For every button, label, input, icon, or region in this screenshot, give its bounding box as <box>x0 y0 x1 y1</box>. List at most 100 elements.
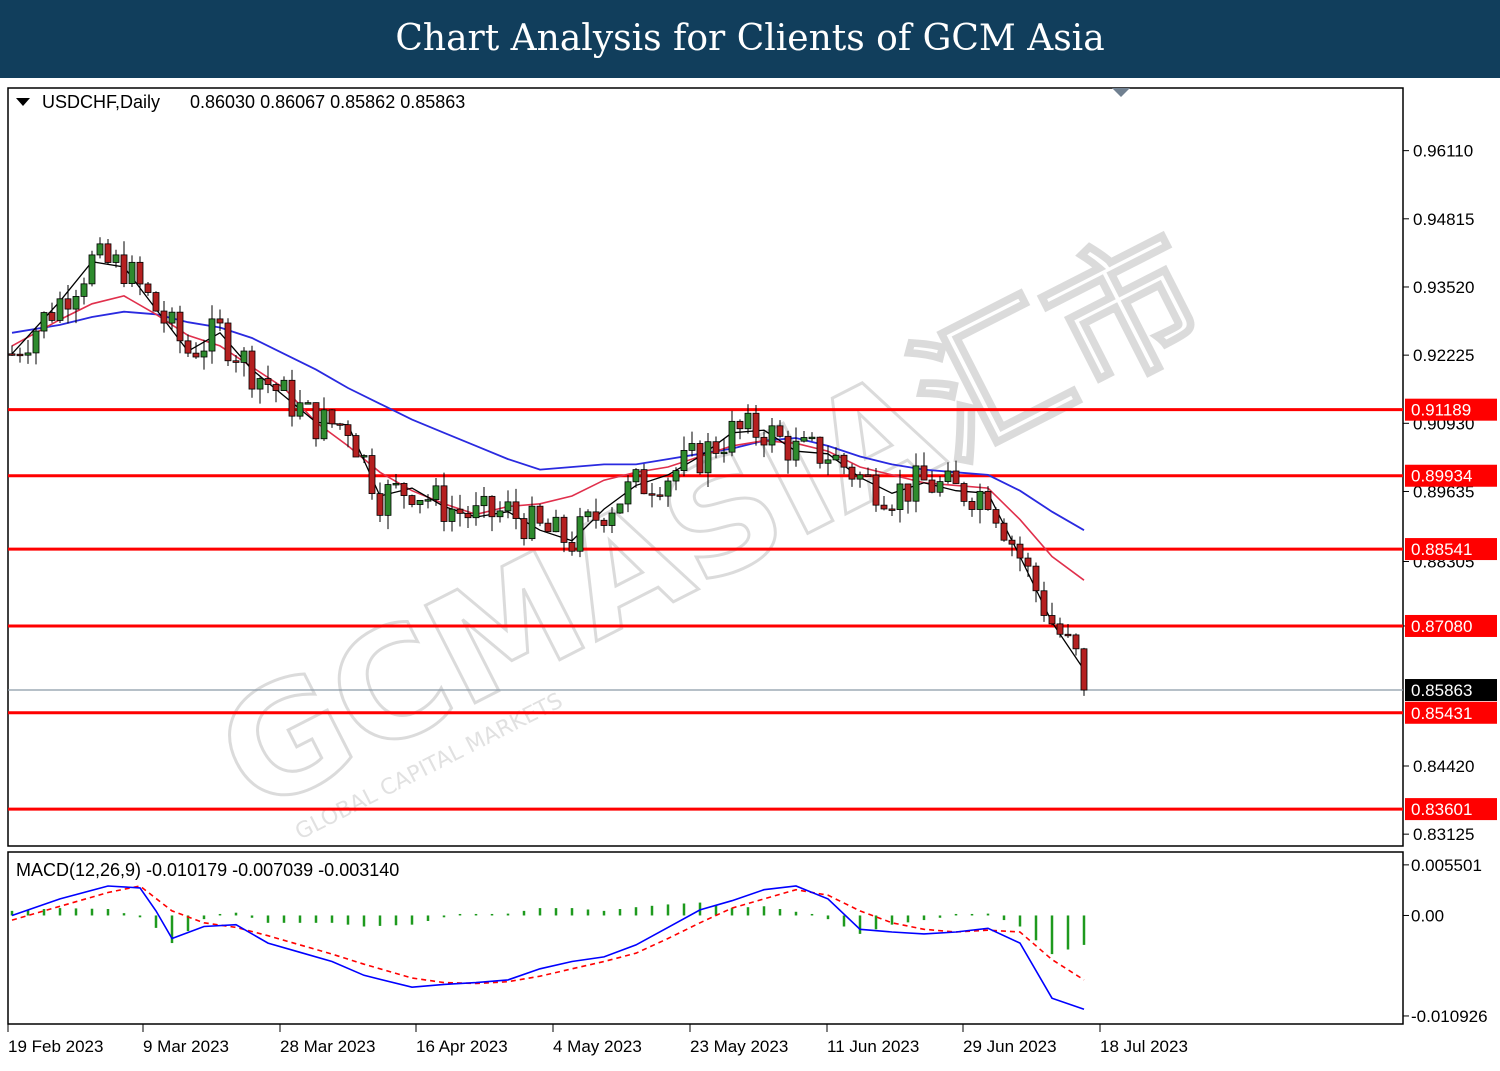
candle-bear <box>216 318 224 324</box>
current-price-label: 0.85863 <box>1411 681 1472 700</box>
candle-bull <box>720 451 728 455</box>
candle-bear <box>640 469 648 495</box>
candle-bull <box>912 465 920 502</box>
candle-bull <box>688 443 696 451</box>
time-tick-label: 19 Feb 2023 <box>8 1037 103 1056</box>
candle-bull <box>384 484 392 516</box>
candle-bull <box>88 254 96 285</box>
candle-bear <box>408 495 416 505</box>
price-axis: 0.961100.948150.935200.922250.909300.896… <box>1403 142 1474 844</box>
candle-bear <box>760 436 768 446</box>
candle-bull <box>832 454 840 461</box>
banner-title: Chart Analysis for Clients of GCM Asia <box>0 0 1500 78</box>
candle-bull <box>424 499 432 502</box>
candle-bear <box>992 509 1000 524</box>
candle-bear <box>288 379 296 417</box>
candle-bear <box>16 353 24 357</box>
candle-bull <box>304 402 312 405</box>
candle-bull <box>608 512 616 526</box>
candle-bear <box>784 435 792 461</box>
candle-bull <box>240 350 248 363</box>
symbol-label: USDCHF,Daily <box>42 92 160 112</box>
level-tag <box>1405 538 1497 561</box>
candle-bear <box>1072 634 1080 650</box>
candle-bear <box>960 483 968 502</box>
candle-bull <box>320 409 328 440</box>
candle-bear <box>560 516 568 543</box>
candle-bear <box>904 483 912 502</box>
candle-bear <box>464 512 472 519</box>
shift-marker-icon[interactable] <box>1112 88 1130 97</box>
candle-bull <box>504 501 512 512</box>
candle-bull <box>944 470 952 482</box>
candle-bear <box>1032 565 1040 592</box>
candle-bear <box>776 425 784 437</box>
candle-bear <box>920 465 928 481</box>
time-axis: 19 Feb 2023 9 Mar 2023 28 Mar 2023 16 Apr 2… <box>7 1024 1188 1056</box>
candle-bear <box>488 495 496 518</box>
candle-bull <box>256 378 264 390</box>
current-price-tag <box>1405 679 1497 702</box>
candle-bull <box>392 483 400 486</box>
candle-bear <box>648 493 656 496</box>
candle-bear <box>928 479 936 493</box>
candle-bear <box>64 298 72 310</box>
candle-bull <box>576 516 584 552</box>
candle-bull <box>32 330 40 354</box>
candle-bear <box>48 312 56 321</box>
candle-bull <box>360 455 368 458</box>
level-tag-label: 0.85431 <box>1411 704 1472 723</box>
level-tag-label: 0.91189 <box>1411 401 1471 420</box>
candle-bull <box>56 298 64 321</box>
candle-bull <box>768 425 776 446</box>
candle-bear <box>816 436 824 464</box>
level-tag <box>1405 701 1497 724</box>
candle-bull <box>936 481 944 493</box>
candle-bull <box>416 499 424 505</box>
candle-bear <box>152 292 160 312</box>
candle-bear <box>192 352 200 358</box>
candle-bull <box>200 350 208 358</box>
candle-bear <box>232 360 240 363</box>
candle-bear <box>184 340 192 354</box>
candle-bear <box>1024 557 1032 567</box>
candle-bear <box>872 474 880 506</box>
candle-bull <box>584 511 592 518</box>
candle-bull <box>976 490 984 510</box>
price-tick-label: 0.89635 <box>1413 482 1474 501</box>
macd-main-line <box>11 885 1085 1011</box>
candle-bull <box>528 505 536 540</box>
candle-bear <box>544 522 552 533</box>
candle-bear <box>568 542 576 552</box>
candle-bear <box>712 441 720 454</box>
candle-bear <box>368 455 376 495</box>
candle-bear <box>120 254 128 284</box>
candle-bull <box>824 459 832 464</box>
candle-bull <box>728 420 736 453</box>
level-tag-label: 0.89934 <box>1411 467 1472 486</box>
candle-bear <box>1000 522 1008 541</box>
candle-bull <box>80 283 88 297</box>
candle-bear <box>512 501 520 519</box>
candle-bear <box>248 350 256 390</box>
candle-bear <box>336 423 344 426</box>
dropdown-triangle-icon[interactable] <box>16 98 30 106</box>
candle-bull <box>168 311 176 324</box>
candle-bear <box>376 493 384 516</box>
candle-bear <box>1080 648 1088 691</box>
candle-bull <box>472 505 480 519</box>
candle-bear <box>352 435 360 458</box>
candle-bull <box>40 312 48 332</box>
ohlc-label: 0.86030 0.86067 0.85862 0.85863 <box>190 92 465 112</box>
time-tick-label: 29 Jun 2023 <box>963 1037 1057 1056</box>
level-tag-label: 0.87080 <box>1411 617 1472 636</box>
candle-bull <box>800 437 808 442</box>
candle-bear <box>272 384 280 391</box>
macd-tick-label: 0.00 <box>1411 906 1444 925</box>
candle-bull <box>624 481 632 505</box>
candle-bear <box>864 474 872 477</box>
candle-bull <box>96 243 104 256</box>
candle-bull <box>496 510 504 518</box>
candle-bull <box>664 480 672 497</box>
